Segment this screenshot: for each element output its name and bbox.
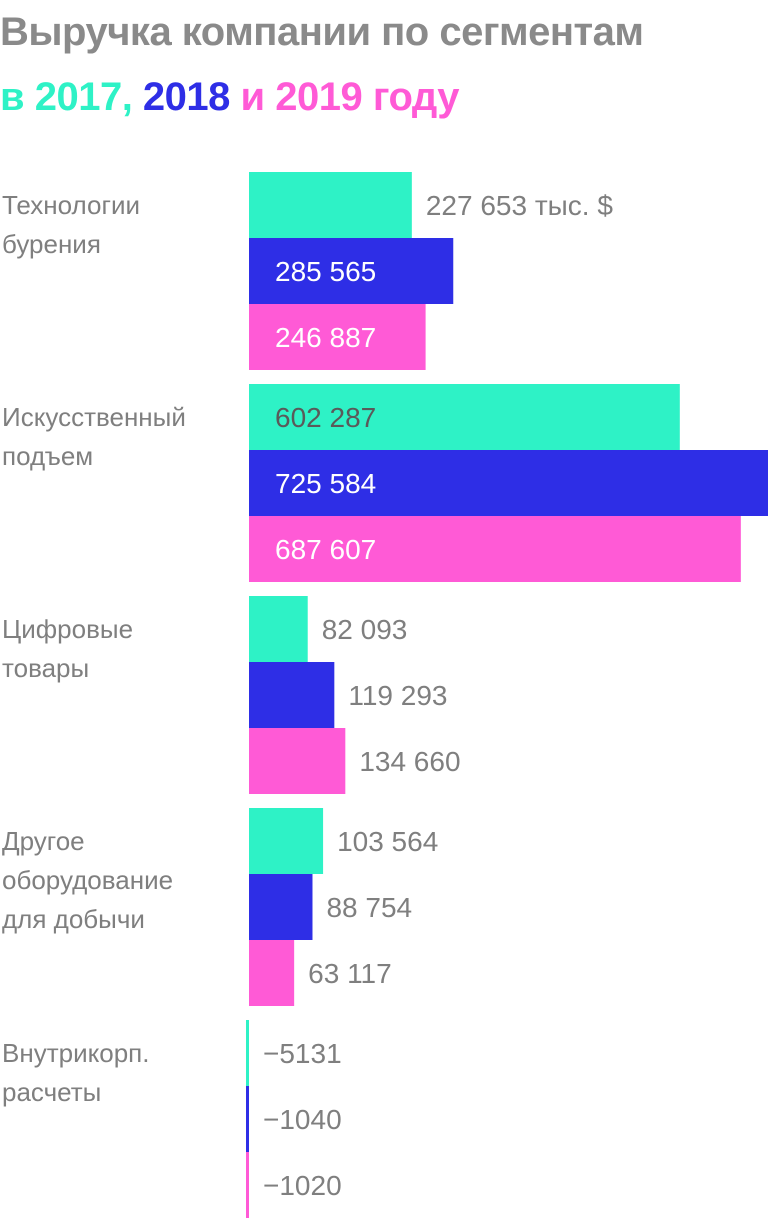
data-label: 285 565 xyxy=(275,256,376,287)
subtitle-prefix: в xyxy=(0,75,35,119)
bar-2018 xyxy=(249,662,335,728)
category-label: Искусственный xyxy=(2,402,186,432)
data-label: 82 093 xyxy=(322,614,408,645)
data-label: 602 287 xyxy=(275,402,376,433)
category-label: Технологии xyxy=(2,190,140,220)
category-label: Другое xyxy=(2,826,85,856)
bar-2018 xyxy=(249,874,313,940)
bar-2017 xyxy=(249,808,324,874)
subtitle-separator-2: и xyxy=(229,75,276,119)
year-2018-label: 2018 xyxy=(142,75,230,119)
chart-subtitle: в 2017, 2018 и 2019 году xyxy=(0,75,459,120)
bar-2019 xyxy=(249,940,295,1006)
data-label: 134 660 xyxy=(359,746,460,777)
bar-2017 xyxy=(249,384,680,450)
subtitle-separator-1: , xyxy=(121,75,143,119)
category-label: для добычи xyxy=(2,904,145,934)
category-label: подъем xyxy=(2,441,93,471)
subtitle-suffix: году xyxy=(362,75,460,119)
bar-2018 xyxy=(249,238,454,304)
bar-2017 xyxy=(249,172,412,238)
data-label: 725 584 xyxy=(275,468,376,499)
bar-2019 xyxy=(249,728,346,794)
category-label: Внутрикорп. xyxy=(2,1038,149,1068)
bar-2017 xyxy=(246,1020,249,1086)
data-label: −1040 xyxy=(263,1104,342,1135)
data-label: 103 564 xyxy=(337,826,438,857)
data-label: 63 117 xyxy=(308,958,392,989)
year-2017-label: 2017 xyxy=(34,75,122,119)
bar-2019 xyxy=(249,516,741,582)
category-label: бурения xyxy=(2,229,101,259)
data-label: 119 293 xyxy=(348,680,447,711)
data-label: 227 653 тыс. $ xyxy=(426,190,614,221)
category-label: Цифровые xyxy=(2,614,133,644)
chart-title: Выручка компании по сегментам xyxy=(0,10,644,54)
bar-2018 xyxy=(249,450,768,516)
category-label: товары xyxy=(2,653,89,683)
bar-2019 xyxy=(249,304,426,370)
data-label: −5131 xyxy=(263,1038,342,1069)
data-label: 246 887 xyxy=(275,322,376,353)
bar-2019 xyxy=(246,1152,249,1218)
category-label: расчеты xyxy=(2,1077,101,1107)
data-label: −1020 xyxy=(263,1170,342,1201)
data-label: 687 607 xyxy=(275,534,376,565)
year-2019-label: 2019 xyxy=(275,75,363,119)
bar-2017 xyxy=(249,596,308,662)
data-label: 88 754 xyxy=(326,892,412,923)
bar-2018 xyxy=(246,1086,249,1152)
category-label: оборудование xyxy=(2,865,173,895)
